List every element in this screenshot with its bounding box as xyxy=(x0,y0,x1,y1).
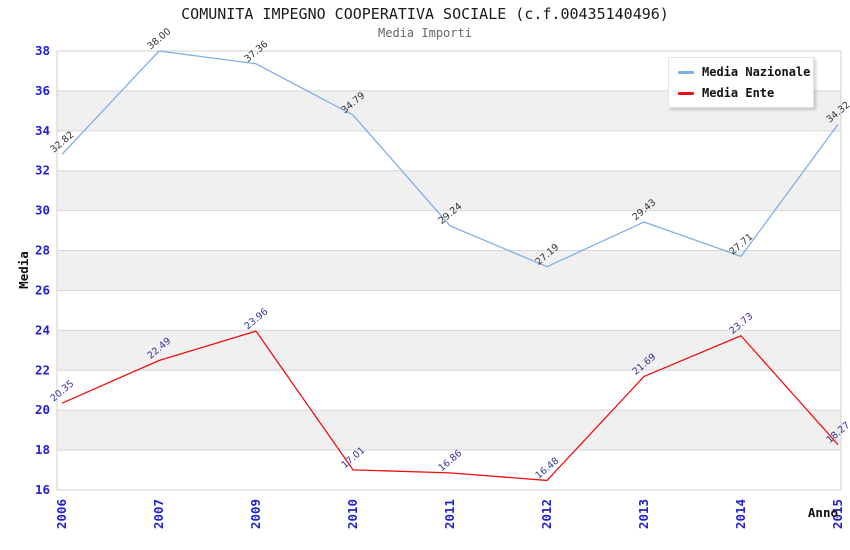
x-tick-label: 2014 xyxy=(733,499,748,529)
data-label: 37.36 xyxy=(242,39,270,65)
legend: Media Nazionale Media Ente xyxy=(668,57,814,108)
data-label: 23.96 xyxy=(242,306,270,332)
x-tick-label: 2006 xyxy=(54,499,69,529)
x-axis-title: Anno xyxy=(808,505,838,520)
y-tick-label: 20 xyxy=(35,402,50,417)
x-tick-label: 2009 xyxy=(248,499,263,529)
grid-band xyxy=(57,250,841,291)
y-tick-label: 18 xyxy=(35,442,50,457)
media-ente-line-swatch xyxy=(678,91,694,95)
grid-band xyxy=(57,410,841,451)
y-tick-label: 28 xyxy=(35,243,50,258)
chart-title: COMUNITA IMPEGNO COOPERATIVA SOCIALE (c.… xyxy=(181,5,669,23)
y-tick-label: 26 xyxy=(35,282,50,297)
y-tick-label: 22 xyxy=(35,362,50,377)
series-line-media-nazionale xyxy=(61,50,839,268)
x-tick-label: 2011 xyxy=(442,499,457,529)
legend-item-media-nazionale: Media Nazionale xyxy=(678,65,811,79)
legend-label-media-ente: Media Ente xyxy=(702,86,775,100)
data-label: 32.82 xyxy=(48,129,76,155)
y-tick-label: 16 xyxy=(35,482,50,497)
grid-band xyxy=(57,170,841,211)
y-tick-label: 34 xyxy=(35,123,50,138)
media-nazionale-line-swatch xyxy=(678,70,694,74)
x-tick-label: 2013 xyxy=(636,499,651,529)
legend-item-media-ente: Media Ente xyxy=(678,86,807,100)
grid-band xyxy=(57,330,841,371)
x-tick-label: 2015 xyxy=(830,499,845,529)
y-tick-label: 32 xyxy=(35,163,50,178)
y-tick-label: 30 xyxy=(35,203,50,218)
chart-subtitle: Media Importi xyxy=(378,26,472,40)
y-tick-label: 38 xyxy=(35,43,50,58)
x-tick-label: 2010 xyxy=(345,499,360,529)
plot-border xyxy=(56,50,842,491)
data-label: 16.48 xyxy=(533,456,561,482)
series-line-media-ente xyxy=(61,330,839,482)
y-tick-label: 24 xyxy=(35,322,50,337)
y-tick-label: 36 xyxy=(35,83,50,98)
data-label: 38.00 xyxy=(145,26,173,52)
legend-label-media-nazionale: Media Nazionale xyxy=(702,65,811,79)
x-tick-label: 2007 xyxy=(151,499,166,529)
data-label: 20.35 xyxy=(48,378,76,404)
data-label: 16.86 xyxy=(436,448,464,474)
y-axis-title: Media xyxy=(16,251,31,289)
x-tick-label: 2012 xyxy=(539,499,554,529)
